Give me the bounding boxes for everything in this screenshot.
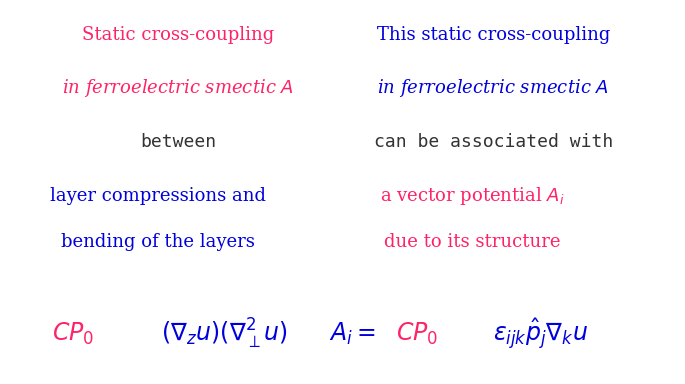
- Text: This static cross-coupling: This static cross-coupling: [377, 26, 610, 43]
- Text: between: between: [140, 133, 216, 151]
- Text: in ferroelectric smectic $A$: in ferroelectric smectic $A$: [62, 77, 294, 99]
- Text: due to its structure: due to its structure: [384, 233, 561, 251]
- Text: $A_i =$: $A_i =$: [329, 321, 375, 347]
- Text: a vector potential $A_i$: a vector potential $A_i$: [380, 185, 565, 207]
- Text: Static cross-coupling: Static cross-coupling: [82, 26, 274, 43]
- Text: $\epsilon_{ijk}\hat{p}_j\nabla_k u$: $\epsilon_{ijk}\hat{p}_j\nabla_k u$: [493, 316, 588, 352]
- Text: $CP_0$: $CP_0$: [396, 321, 438, 347]
- Text: $(\nabla_z u)(\nabla_\perp^2 u)$: $(\nabla_z u)(\nabla_\perp^2 u)$: [161, 317, 288, 351]
- Text: in ferroelectric smectic $A$: in ferroelectric smectic $A$: [377, 77, 609, 99]
- Text: can be associated with: can be associated with: [373, 133, 613, 151]
- Text: layer compressions and: layer compressions and: [49, 187, 266, 205]
- Text: bending of the layers: bending of the layers: [60, 233, 255, 251]
- Text: $CP_0$: $CP_0$: [52, 321, 95, 347]
